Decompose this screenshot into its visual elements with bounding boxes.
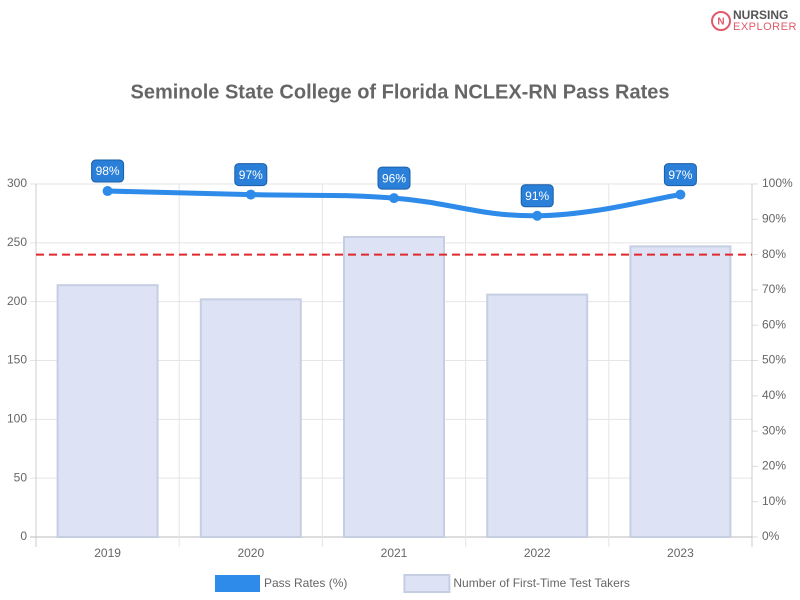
data-label: 98% [96, 164, 120, 178]
point [389, 193, 399, 204]
point [675, 189, 686, 200]
x-tick-label: 2019 [94, 546, 121, 560]
y2-tick-label: 100% [762, 176, 793, 190]
y2-tick-label: 30% [762, 423, 786, 437]
y-tick-label: 50 [14, 470, 28, 484]
y-tick-label: 150 [7, 353, 27, 367]
y2-tick-label: 70% [762, 282, 786, 296]
x-tick-label: 2021 [381, 546, 408, 560]
y-tick-label: 0 [20, 529, 27, 543]
y2-tick-label: 90% [762, 211, 786, 225]
y2-tick-label: 0% [762, 529, 780, 543]
y2-tick-label: 50% [762, 353, 786, 367]
x-tick-label: 2022 [524, 546, 551, 560]
bar [486, 293, 589, 538]
y2-tick-label: 10% [762, 494, 786, 508]
data-label: 97% [239, 168, 263, 182]
y-tick-label: 200 [7, 294, 27, 308]
chart-title: Seminole State College of Florida NCLEX-… [130, 81, 669, 103]
legend-label: Number of First-Time Test Takers [453, 576, 629, 590]
logo-icon [711, 11, 731, 31]
legend-swatch [215, 575, 260, 592]
bar [199, 298, 302, 538]
y2-tick-label: 20% [762, 459, 786, 473]
y2-tick-label: 60% [762, 317, 786, 331]
y-tick-label: 100 [7, 412, 27, 426]
data-label-box [91, 159, 125, 183]
data-label: 96% [382, 171, 406, 185]
data-label: 91% [525, 189, 549, 203]
x-tick-label: 2023 [667, 546, 694, 560]
point [102, 186, 113, 197]
data-label-box [520, 184, 554, 208]
point [245, 189, 256, 200]
data-label-box [234, 163, 268, 187]
legend-swatch [403, 574, 451, 593]
logo-mark: N [717, 17, 724, 28]
bar [629, 245, 732, 538]
bar [343, 235, 445, 538]
y-tick-label: 250 [7, 235, 27, 249]
logo-line1: NURSING [733, 8, 788, 22]
point [532, 210, 543, 221]
data-label-box [377, 166, 411, 190]
data-label: 97% [668, 168, 692, 182]
y2-tick-label: 40% [762, 388, 786, 402]
bar [56, 284, 159, 538]
logo-line2: EXPLORER [733, 21, 797, 33]
data-label-box [663, 163, 697, 187]
y2-tick-label: 80% [762, 247, 786, 261]
y-tick-label: 300 [7, 176, 27, 190]
x-tick-label: 2020 [237, 546, 264, 560]
legend-label: Pass Rates (%) [264, 576, 347, 590]
logo: N NURSING EXPLORER [711, 8, 797, 33]
